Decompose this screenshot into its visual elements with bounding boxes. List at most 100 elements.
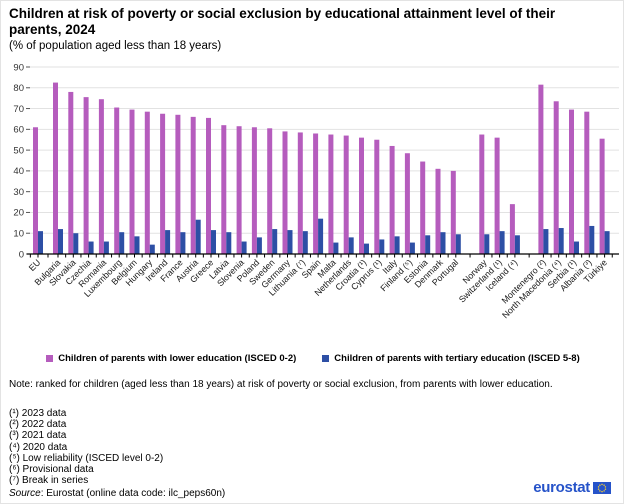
bar-tertiary-Croatia (¹) — [364, 243, 369, 254]
bar-tertiary-Iceland (⁴) — [514, 235, 520, 254]
bar-tertiary-Romania — [103, 241, 109, 254]
footnote-7: (⁷) Break in series — [9, 475, 89, 487]
eu-flag-star — [601, 483, 603, 485]
bar-tertiary-Latvia — [226, 232, 232, 254]
source-text: : Eurostat (online data code: ilc_peps60… — [40, 488, 226, 499]
bar-tertiary-Germany — [287, 230, 293, 254]
eu-flag-star — [597, 485, 600, 488]
bar-lower-Slovakia — [68, 91, 74, 254]
bar-tertiary-Norway — [484, 234, 490, 254]
bar-lower-Lithuania (⁷) — [297, 132, 303, 254]
y-tick-label-50: 50 — [13, 145, 24, 156]
y-tick-label-70: 70 — [13, 104, 24, 115]
bar-tertiary-France — [180, 232, 186, 254]
y-tick-label-20: 20 — [13, 208, 24, 219]
bar-tertiary-Italy — [394, 236, 400, 254]
eurostat-logo-text: eurostat — [533, 479, 590, 496]
figure-title: Children at risk of poverty or social ex… — [9, 6, 556, 37]
bar-lower-Hungary — [144, 111, 150, 254]
eu-flag-star — [599, 483, 601, 486]
bar-lower-North Macedonia (⁴) — [553, 101, 559, 255]
bar-lower-Iceland (⁴) — [509, 204, 515, 254]
footnote-3: (³) 2021 data — [9, 430, 67, 442]
bar-lower-Luxembourg — [114, 107, 120, 254]
footnotes: (¹) 2023 data (²) 2022 data (³) 2021 data(… — [9, 408, 584, 486]
bar-lower-Türkiye — [599, 138, 605, 254]
footnote-1: (¹) 2023 data — [9, 408, 67, 419]
bar-lower-Belgium — [129, 109, 135, 254]
bar-tertiary-Spain — [318, 218, 324, 254]
bar-lower-Cyprus (¹) — [374, 139, 380, 254]
bar-lower-Norway — [479, 134, 485, 254]
bar-lower-Spain — [313, 133, 319, 254]
bar-lower-Finland (⁵) — [404, 153, 410, 254]
bar-tertiary-Ireland — [165, 230, 171, 254]
x-label-EU: EU — [27, 257, 43, 273]
bar-lower-Montenegro (²) — [538, 84, 544, 255]
eu-flag-star — [597, 487, 600, 490]
eurostat-logo: eurostat — [533, 479, 611, 496]
bar-lower-Malta — [328, 134, 334, 254]
y-tick-label-90: 90 — [13, 62, 24, 73]
legend-label-tertiary-education: Children of parents with tertiary educat… — [334, 353, 580, 364]
bar-lower-Austria — [190, 116, 196, 254]
legend-swatch-tertiary-education-icon — [322, 355, 330, 362]
legend-label-lower-education: Children of parents with lower education… — [58, 353, 297, 364]
eu-flag-star — [603, 489, 605, 492]
chart-note: Note: ranked for children (aged less tha… — [9, 379, 553, 390]
eu-flag-star — [604, 485, 607, 488]
bar-lower-Estonia — [420, 161, 426, 254]
eu-flag-star — [603, 483, 605, 486]
legend-item-lower-education: Children of parents with lower education… — [46, 353, 296, 364]
bar-tertiary-Albania (³) — [589, 225, 595, 254]
footnote-2: (²) 2022 data — [9, 419, 67, 431]
bar-lower-Czechia — [83, 97, 89, 254]
bar-tertiary-Denmark — [440, 232, 446, 254]
source-label: Source — [9, 488, 41, 499]
source-line: Source: Eurostat (online data code: ilc_… — [9, 488, 429, 499]
bar-tertiary-Belgium — [134, 236, 140, 254]
bar-tertiary-Montenegro (²) — [543, 229, 549, 254]
bar-lower-Romania — [98, 99, 104, 254]
bar-tertiary-Türkiye — [604, 231, 610, 254]
bar-tertiary-Bulgaria — [58, 229, 63, 254]
bar-tertiary-Poland — [256, 237, 262, 254]
bar-tertiary-Slovakia — [73, 233, 79, 254]
bar-chart: 0102030405060708090EUBulgariaSlovakiaCze… — [13, 62, 619, 320]
bar-lower-Ireland — [160, 113, 166, 254]
bar-tertiary-Finland (⁵) — [409, 242, 415, 254]
bar-tertiary-Czechia — [88, 241, 94, 254]
bar-tertiary-Switzerland (¹) — [499, 231, 505, 254]
bar-lower-France — [175, 114, 181, 255]
footnote-6: (⁶) Provisional data — [9, 464, 94, 476]
bar-tertiary-North Macedonia (⁴) — [558, 228, 564, 254]
y-tick-label-10: 10 — [13, 229, 24, 240]
bar-lower-Latvia — [221, 125, 227, 254]
figure-subtitle: (% of population aged less than 18 years… — [9, 40, 222, 52]
eu-flag-star — [599, 489, 601, 492]
eu-flag-star — [601, 490, 603, 492]
bar-lower-Bulgaria — [53, 82, 58, 254]
footnote-4: (⁴) 2020 data — [9, 441, 68, 453]
bar-lower-Poland — [251, 127, 257, 254]
legend-swatch-lower-education-icon — [46, 355, 54, 362]
bar-lower-Denmark — [435, 168, 441, 254]
bar-tertiary-Greece — [211, 230, 216, 254]
bar-lower-Croatia (¹) — [359, 137, 364, 254]
y-tick-label-30: 30 — [13, 187, 24, 198]
bar-lower-Slovenia — [236, 126, 242, 254]
bar-tertiary-Austria — [195, 219, 201, 254]
bar-tertiary-Portugal — [455, 234, 461, 254]
bar-tertiary-Cyprus (¹) — [379, 239, 385, 254]
y-tick-label-80: 80 — [13, 83, 24, 94]
footnote-5: (⁵) Low reliability (ISCED level 0-2) — [9, 452, 164, 464]
bar-lower-Switzerland (¹) — [494, 137, 500, 254]
chart-legend: Children of parents with lower education… — [1, 353, 623, 364]
bar-tertiary-Sweden — [272, 229, 278, 254]
bar-tertiary-Estonia — [425, 235, 431, 254]
bar-tertiary-Hungary — [149, 244, 155, 254]
y-tick-label-60: 60 — [13, 125, 24, 136]
bar-lower-Netherlands — [343, 135, 349, 254]
eu-flag-star — [604, 487, 607, 490]
bar-lower-Italy — [389, 145, 395, 254]
